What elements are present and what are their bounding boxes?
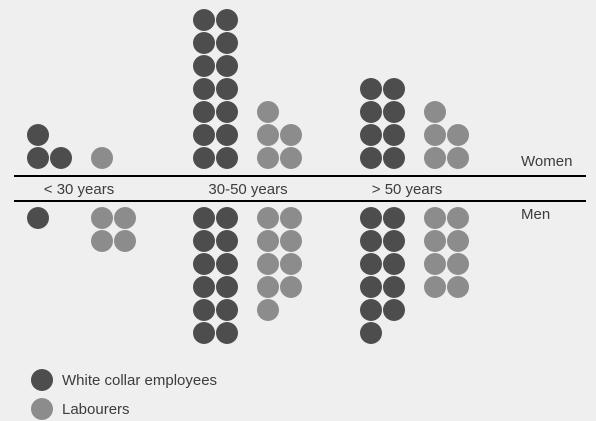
men-labourer-dot: [424, 207, 446, 229]
men-labourer-dot: [447, 230, 469, 252]
men-labourer-dot: [280, 230, 302, 252]
men-white-collar-dot: [193, 322, 215, 344]
men-white-collar-dot: [216, 207, 238, 229]
men-white-collar-dot: [360, 253, 382, 275]
men-labourer-dot: [424, 253, 446, 275]
men-white-collar-dot: [360, 299, 382, 321]
women-white-collar-dot: [360, 147, 382, 169]
men-white-collar-dot: [360, 322, 382, 344]
women-labourer-dot: [280, 147, 302, 169]
women-white-collar-dot: [216, 147, 238, 169]
women-white-collar-dot: [360, 124, 382, 146]
men-white-collar-dot: [193, 276, 215, 298]
women-white-collar-dot: [216, 55, 238, 77]
women-white-collar-dot: [193, 147, 215, 169]
women-labourer-dot: [424, 101, 446, 123]
women-white-collar-dot: [383, 147, 405, 169]
men-white-collar-dot: [216, 230, 238, 252]
women-white-collar-dot: [383, 124, 405, 146]
women-white-collar-dot: [383, 101, 405, 123]
women-labourer-dot: [447, 147, 469, 169]
men-labourer-dot: [447, 253, 469, 275]
legend-label: White collar employees: [62, 372, 217, 389]
men-labourer-dot: [280, 207, 302, 229]
women-white-collar-dot: [193, 78, 215, 100]
category-label: 30-50 years: [208, 181, 287, 198]
men-labourer-dot: [91, 230, 113, 252]
men-white-collar-dot: [193, 207, 215, 229]
men-white-collar-dot: [383, 276, 405, 298]
men-white-collar-dot: [383, 207, 405, 229]
men-white-collar-dot: [216, 299, 238, 321]
men-white-collar-dot: [360, 230, 382, 252]
men-white-collar-dot: [193, 253, 215, 275]
men-labourer-dot: [257, 207, 279, 229]
men-labourer-dot: [447, 207, 469, 229]
men-white-collar-dot: [216, 276, 238, 298]
category-label: > 50 years: [372, 181, 442, 198]
category-label: < 30 years: [44, 181, 114, 198]
women-white-collar-dot: [216, 32, 238, 54]
men-labourer-dot: [257, 299, 279, 321]
men-labourer-dot: [280, 253, 302, 275]
men-labourer-dot: [257, 230, 279, 252]
men-white-collar-dot: [383, 253, 405, 275]
women-white-collar-dot: [193, 55, 215, 77]
women-white-collar-dot: [193, 124, 215, 146]
women-white-collar-dot: [27, 147, 49, 169]
men-labourer-dot: [280, 276, 302, 298]
men-white-collar-dot: [216, 253, 238, 275]
women-labourer-dot: [91, 147, 113, 169]
women-white-collar-dot: [360, 78, 382, 100]
women-white-collar-dot: [216, 9, 238, 31]
women-white-collar-dot: [50, 147, 72, 169]
group-label-women: Women: [521, 153, 572, 170]
group-label-men: Men: [521, 206, 550, 223]
women-labourer-dot: [257, 124, 279, 146]
women-labourer-dot: [280, 124, 302, 146]
men-labourer-dot: [257, 253, 279, 275]
men-white-collar-dot: [193, 230, 215, 252]
women-white-collar-dot: [383, 78, 405, 100]
women-white-collar-dot: [193, 32, 215, 54]
women-white-collar-dot: [216, 101, 238, 123]
men-labourer-dot: [114, 207, 136, 229]
legend-label: Labourers: [62, 401, 130, 418]
men-white-collar-dot: [193, 299, 215, 321]
women-white-collar-dot: [193, 101, 215, 123]
men-white-collar-dot: [383, 299, 405, 321]
men-labourer-dot: [257, 276, 279, 298]
legend-swatch: [31, 398, 53, 420]
men-white-collar-dot: [216, 322, 238, 344]
men-labourer-dot: [424, 276, 446, 298]
men-labourer-dot: [447, 276, 469, 298]
women-white-collar-dot: [216, 78, 238, 100]
men-labourer-dot: [424, 230, 446, 252]
men-white-collar-dot: [383, 230, 405, 252]
legend-swatch: [31, 369, 53, 391]
men-labourer-dot: [114, 230, 136, 252]
women-labourer-dot: [424, 147, 446, 169]
men-labourer-dot: [91, 207, 113, 229]
women-white-collar-dot: [27, 124, 49, 146]
women-white-collar-dot: [193, 9, 215, 31]
women-labourer-dot: [424, 124, 446, 146]
men-white-collar-dot: [27, 207, 49, 229]
women-white-collar-dot: [360, 101, 382, 123]
men-white-collar-dot: [360, 276, 382, 298]
women-labourer-dot: [257, 147, 279, 169]
men-white-collar-dot: [360, 207, 382, 229]
women-white-collar-dot: [216, 124, 238, 146]
women-labourer-dot: [257, 101, 279, 123]
women-labourer-dot: [447, 124, 469, 146]
